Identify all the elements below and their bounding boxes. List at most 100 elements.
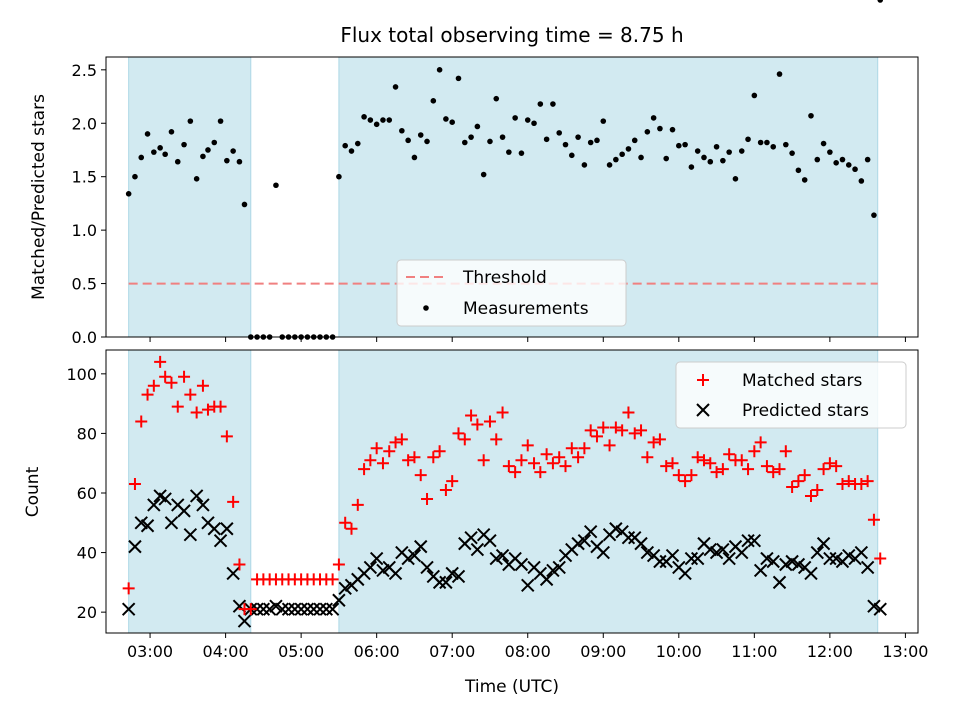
- bottom-y-axis-label: Count: [23, 466, 43, 517]
- measurement-point: [845, 162, 852, 168]
- matched-star-point: [653, 433, 666, 446]
- matched-star-point: [171, 400, 184, 413]
- matched-star-point: [521, 439, 534, 452]
- predicted-star-point: [237, 614, 252, 628]
- matched-star-point: [201, 403, 214, 416]
- y-tick-label: 80: [77, 424, 97, 443]
- predicted-star-point: [207, 522, 221, 536]
- predicted-star-point: [583, 525, 598, 539]
- measurement-point: [619, 151, 625, 158]
- measurement-point: [499, 134, 506, 140]
- predicted-star-point: [319, 602, 334, 616]
- matched-star-point: [465, 409, 478, 422]
- measurement-point: [211, 139, 218, 146]
- matched-star-point: [760, 460, 773, 473]
- predicted-star-point: [678, 566, 692, 581]
- predicted-star-point: [716, 542, 730, 557]
- predicted-star-point: [873, 602, 887, 616]
- matched-star-point: [421, 492, 434, 505]
- matched-star-point: [590, 430, 603, 443]
- predicted-star-point: [432, 575, 447, 590]
- measurement-point: [468, 134, 474, 140]
- predicted-star-point: [464, 530, 478, 545]
- predicted-star-point: [121, 602, 136, 616]
- measurement-point: [606, 162, 613, 168]
- matched-star-point: [364, 454, 377, 467]
- legend-predicted-label: Predicted stars: [742, 401, 869, 421]
- matched-star-point: [546, 457, 559, 470]
- matched-star-point: [408, 451, 421, 464]
- x-tick-label: 04:00: [203, 642, 249, 661]
- matched-star-point: [748, 445, 761, 458]
- measurement-point: [707, 158, 714, 165]
- matched-star-point: [433, 445, 446, 458]
- bottom-legend-box: [675, 361, 907, 429]
- measurement-point: [575, 134, 581, 140]
- measurement-point: [562, 141, 569, 148]
- matched-star-point: [332, 558, 345, 571]
- x-tick-label: 09:00: [580, 642, 626, 661]
- measurement-point: [801, 177, 808, 183]
- predicted-star-point: [332, 593, 346, 607]
- bottom-axis-ticks: 03:00 04:00 05:00 06:00 07:00 08:00 09:00 10:00…: [66, 365, 928, 661]
- predicted-star-point: [596, 545, 610, 560]
- predicted-star-point: [684, 551, 699, 566]
- matched-star-point: [767, 466, 780, 479]
- y-tick-label: 20: [77, 603, 97, 622]
- predicted-star-point: [451, 569, 466, 584]
- measurement-point: [663, 155, 670, 162]
- measurement-point: [241, 201, 248, 208]
- predicted-star-point: [634, 536, 648, 551]
- matched-star-point: [147, 379, 160, 392]
- measurement-point: [745, 136, 751, 143]
- predicted-star-point: [753, 563, 768, 578]
- matched-star-point: [672, 469, 685, 482]
- matched-star-point: [159, 370, 172, 383]
- measurement-point: [430, 98, 437, 104]
- chart-title: Flux total observing time = 8.75 h: [340, 23, 683, 47]
- matched-star-point: [402, 454, 415, 467]
- predicted-star-point: [665, 548, 680, 563]
- measurement-point: [411, 154, 418, 161]
- matched-star-point: [165, 376, 178, 389]
- measurement-point: [181, 141, 187, 148]
- matched-star-point: [823, 457, 836, 470]
- matched-star-point: [351, 498, 364, 511]
- matched-star-point: [647, 436, 660, 449]
- measurement-point: [713, 143, 720, 150]
- matched-star-point: [830, 460, 843, 473]
- measurement-point: [436, 67, 443, 73]
- measurement-point: [162, 151, 168, 158]
- y-tick-label: 2.5: [72, 61, 97, 80]
- predicted-star-point: [213, 533, 228, 548]
- matched-star-point: [220, 430, 233, 443]
- matched-star-point: [559, 460, 572, 473]
- matched-star-point: [427, 451, 440, 464]
- predicted-star-point: [823, 551, 837, 566]
- matched-star-point: [773, 463, 786, 476]
- measurement-point: [694, 148, 701, 154]
- measurement-point: [757, 139, 764, 146]
- predicted-star-point: [577, 533, 592, 548]
- measurement-point: [342, 142, 348, 149]
- measurement-point: [688, 164, 695, 170]
- matched-star-point: [798, 469, 811, 482]
- matched-star-point: [370, 442, 383, 455]
- legend-threshold-label: Threshold: [462, 268, 547, 288]
- measurement-point: [631, 137, 638, 144]
- measurement-point: [732, 176, 739, 182]
- measurement-point: [174, 158, 181, 165]
- matched-star-point: [622, 406, 635, 419]
- measurement-point: [518, 150, 525, 156]
- measurement-point: [125, 190, 132, 197]
- predicted-star-point: [766, 554, 780, 569]
- matched-star-point: [345, 522, 358, 535]
- matched-star-point: [534, 466, 547, 479]
- measurement-point: [168, 129, 175, 135]
- measurement-point: [524, 117, 531, 123]
- matched-star-point: [383, 445, 396, 458]
- legend-matched-swatch: [697, 374, 709, 386]
- y-tick-label: 100: [66, 365, 97, 384]
- matched-star-point: [666, 457, 679, 470]
- measurement-point: [224, 157, 230, 164]
